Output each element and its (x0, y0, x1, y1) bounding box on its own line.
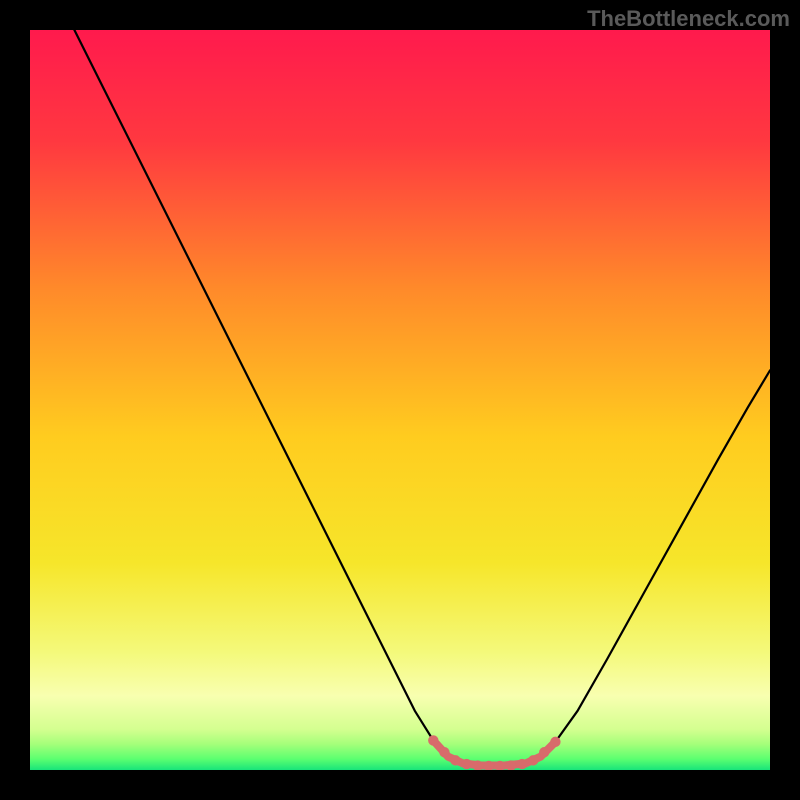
marker-point (517, 759, 527, 769)
chart-container: TheBottleneck.com (0, 0, 800, 800)
marker-point (439, 747, 449, 757)
marker-point (428, 735, 438, 745)
marker-point (450, 755, 460, 765)
plot-area (30, 30, 770, 770)
marker-point (528, 755, 538, 765)
marker-point (539, 747, 549, 757)
plot-background (30, 30, 770, 770)
marker-point (550, 737, 560, 747)
marker-point (461, 759, 471, 769)
watermark-text: TheBottleneck.com (587, 6, 790, 32)
